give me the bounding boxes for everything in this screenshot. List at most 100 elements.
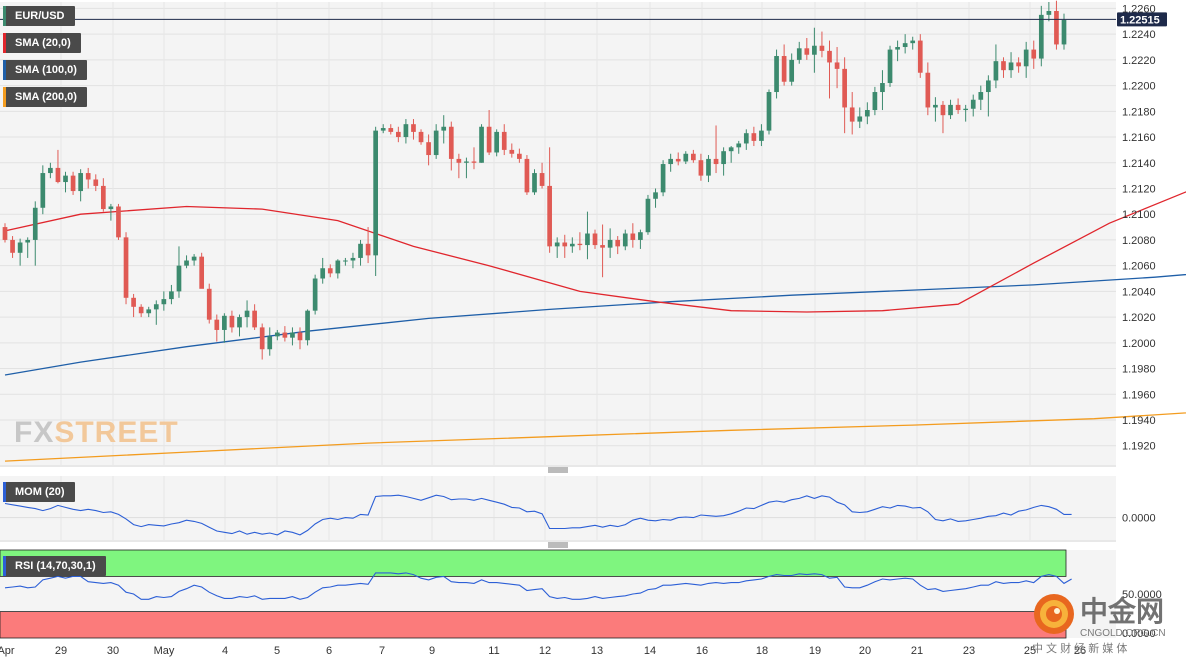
- watermark-fx-text: FX: [14, 416, 55, 449]
- last-price-value: 1.22515: [1120, 14, 1160, 26]
- candle-bear: [600, 245, 605, 248]
- candle-bear: [804, 48, 810, 55]
- candle-bear: [395, 131, 401, 138]
- candle-bull: [660, 164, 666, 193]
- price-tick-label: 1.2220: [1122, 55, 1156, 67]
- candle-bull: [403, 124, 409, 138]
- candle-bull: [607, 239, 613, 248]
- candle-bull: [585, 233, 590, 246]
- candle-bull: [887, 49, 893, 84]
- price-tick-label: 1.2140: [1122, 158, 1156, 170]
- candle-bull: [48, 167, 53, 174]
- panel-splitter-1[interactable]: [548, 467, 568, 473]
- sma100-line: [4, 273, 1186, 376]
- candle-bull: [638, 232, 643, 240]
- candle-bull: [812, 45, 817, 55]
- sma200-line: [4, 412, 1186, 462]
- time-tick-label: 20: [859, 645, 871, 657]
- candle-bull: [569, 243, 575, 247]
- legend-sma200-label: SMA (200,0): [15, 91, 77, 103]
- candle-bull: [244, 310, 250, 318]
- candlesticks: [2, 0, 1067, 360]
- candle-bear: [214, 319, 220, 330]
- candle-bull: [706, 158, 711, 176]
- candle-bull: [479, 126, 484, 163]
- candle-bull: [290, 332, 295, 338]
- legend-mom[interactable]: MOM (20): [3, 482, 75, 502]
- legend-sma200[interactable]: SMA (200,0): [3, 87, 87, 107]
- legend-symbol-label: EUR/USD: [15, 10, 65, 22]
- candle-bull: [766, 92, 772, 131]
- price-axis: 1.22601.22401.22201.22001.21801.21601.21…: [1122, 3, 1162, 640]
- candle-bear: [116, 206, 121, 238]
- candle-bear: [819, 45, 825, 51]
- candle-bull: [728, 147, 734, 152]
- candle-bull: [683, 153, 689, 162]
- candle-bull: [532, 173, 537, 193]
- candle-bull: [872, 92, 878, 111]
- candle-bear: [940, 104, 946, 116]
- candle-bear: [781, 56, 787, 82]
- cngold-subtitle: 中 文 财 经 新 媒 体: [1032, 641, 1127, 655]
- candle-bear: [206, 288, 212, 320]
- legend-sma100-label: SMA (100,0): [15, 64, 77, 76]
- time-tick-label: 9: [429, 645, 435, 657]
- time-tick-label: 5: [274, 645, 280, 657]
- cngold-logo: 中金网 CNGOLD.ORG.CN 中 文 财 经 新 媒 体: [1032, 594, 1166, 655]
- price-tick-label: 1.2040: [1122, 286, 1156, 298]
- candle-bear: [827, 50, 832, 63]
- candle-bull: [191, 256, 197, 261]
- price-tick-label: 1.2240: [1122, 29, 1156, 41]
- time-tick-label: 23: [963, 645, 975, 657]
- price-tick-label: 1.1940: [1122, 415, 1156, 427]
- candle-bull: [335, 260, 341, 274]
- legend-rsi[interactable]: RSI (14,70,30,1): [3, 556, 106, 576]
- candle-bull: [350, 257, 356, 261]
- time-tick-label: 13: [591, 645, 603, 657]
- candle-bull: [986, 80, 991, 93]
- price-tick-label: 1.2060: [1122, 261, 1156, 273]
- legend-sma200-swatch: [3, 87, 6, 107]
- candle-bull: [668, 158, 674, 165]
- time-tick-label: 30: [107, 645, 119, 657]
- candle-bull: [736, 143, 742, 148]
- candle-bear: [123, 237, 129, 298]
- sma20-line: [4, 191, 1186, 313]
- candle-bull: [759, 130, 764, 141]
- candle-bull: [464, 161, 469, 163]
- candle-bull: [373, 130, 378, 256]
- candle-bull: [169, 291, 174, 300]
- candle-bear: [955, 104, 961, 111]
- legend-sma20[interactable]: SMA (20,0): [3, 33, 81, 53]
- rsi-line: [4, 572, 1072, 600]
- candle-bear: [751, 133, 757, 141]
- candle-bear: [834, 62, 840, 69]
- candle-bull: [32, 207, 38, 240]
- cngold-title: 中金网: [1080, 595, 1164, 627]
- candle-bull: [653, 192, 658, 199]
- price-tick-label: 1.2180: [1122, 106, 1156, 118]
- watermark-street-text: STREET: [54, 416, 179, 449]
- legend-symbol-swatch: [3, 6, 6, 26]
- time-tick-label: 12: [539, 645, 551, 657]
- legend-sma20-label: SMA (20,0): [15, 37, 71, 49]
- candle-bull: [910, 40, 916, 44]
- candle-bull: [554, 242, 560, 247]
- candle-bear: [471, 161, 477, 163]
- candle-bull: [1038, 14, 1044, 59]
- panel-splitter-2[interactable]: [548, 542, 568, 548]
- candle-bull: [237, 317, 242, 328]
- rsi-tick-label: 0.0000: [1122, 628, 1156, 640]
- candle-bull: [161, 299, 167, 305]
- candle-bull: [789, 59, 795, 82]
- mom-panel: [0, 476, 1116, 540]
- candle-bull: [1008, 62, 1014, 71]
- candle-bull: [320, 268, 326, 279]
- price-tick-label: 1.1920: [1122, 441, 1156, 453]
- candle-bull: [857, 116, 863, 122]
- legend-symbol[interactable]: EUR/USD: [3, 6, 75, 26]
- candle-bear: [426, 142, 431, 156]
- legend-sma100[interactable]: SMA (100,0): [3, 60, 87, 80]
- time-tick-label: 16: [696, 645, 708, 657]
